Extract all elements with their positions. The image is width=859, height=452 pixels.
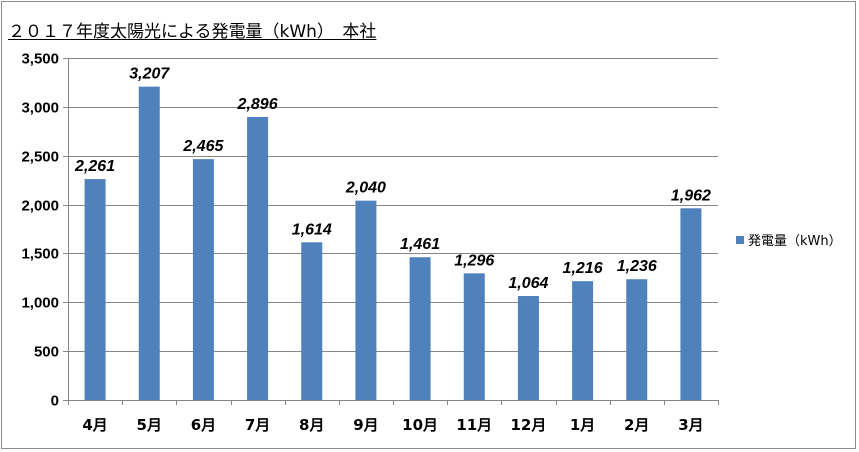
- bar: [517, 296, 539, 400]
- data-label: 2,261: [74, 158, 115, 175]
- x-tick-label: 8月: [299, 416, 324, 434]
- bar: [463, 273, 485, 400]
- y-tick-label: 0: [51, 393, 59, 410]
- chart-title: ２０１７年度太陽光による発電量（kWh） 本社: [8, 22, 377, 42]
- x-tick-label: 10月: [402, 416, 438, 434]
- y-tick-label: 1,500: [21, 246, 59, 263]
- bar: [409, 257, 431, 400]
- data-label: 1,216: [563, 260, 603, 277]
- y-tick-label: 3,000: [21, 100, 59, 117]
- data-label: 1,461: [400, 236, 440, 253]
- y-tick-label: 2,000: [21, 198, 59, 215]
- x-axis-ticks: 4月 5月 6月 7月 8月 9月 10月 11月 12月 1月 2月 3月: [68, 400, 719, 434]
- bar: [572, 281, 594, 400]
- y-tick-label: 1,000: [21, 295, 59, 312]
- data-label: 1,236: [617, 258, 657, 275]
- x-tick-label: 7月: [245, 416, 270, 434]
- bar: [680, 208, 702, 400]
- x-tick-label: 9月: [353, 416, 378, 434]
- bar: [247, 117, 269, 400]
- data-label: 1,296: [454, 252, 494, 269]
- y-tick-label: 3,500: [21, 51, 59, 68]
- x-tick-label: 6月: [191, 416, 216, 434]
- x-tick-label: 1月: [570, 416, 595, 434]
- gridlines: [68, 58, 718, 401]
- x-tick-label: 12月: [510, 416, 546, 434]
- bar: [301, 242, 323, 400]
- bar: [192, 159, 214, 400]
- x-tick-label: 5月: [137, 416, 162, 434]
- data-label: 1,614: [292, 221, 332, 238]
- legend: 発電量（kWh）: [736, 234, 842, 249]
- x-tick-label: 3月: [678, 416, 703, 434]
- data-label: 1,064: [508, 275, 548, 292]
- bar: [626, 279, 648, 400]
- y-axis-ticks: 0 500 1,000 1,500 2,000 2,500 3,000 3,500: [21, 51, 69, 410]
- data-label: 1,962: [671, 187, 711, 204]
- data-label: 2,465: [182, 138, 224, 155]
- x-tick-label: 11月: [456, 416, 492, 434]
- data-label: 3,207: [129, 66, 170, 83]
- y-tick-label: 2,500: [21, 149, 59, 166]
- data-label: 2,040: [345, 180, 386, 197]
- data-label: 2,896: [237, 96, 278, 113]
- bars: [84, 86, 702, 401]
- x-tick-label: 4月: [82, 416, 107, 434]
- y-tick-label: 500: [34, 344, 59, 361]
- bar: [355, 200, 377, 400]
- legend-label: 発電量（kWh）: [748, 234, 842, 249]
- legend-swatch: [736, 236, 744, 244]
- bar: [84, 179, 106, 400]
- x-tick-label: 2月: [624, 416, 649, 434]
- bar: [138, 86, 160, 401]
- data-labels: 2,261 3,207 2,465 2,896 1,614 2,040 1,461 1,296…: [74, 66, 711, 292]
